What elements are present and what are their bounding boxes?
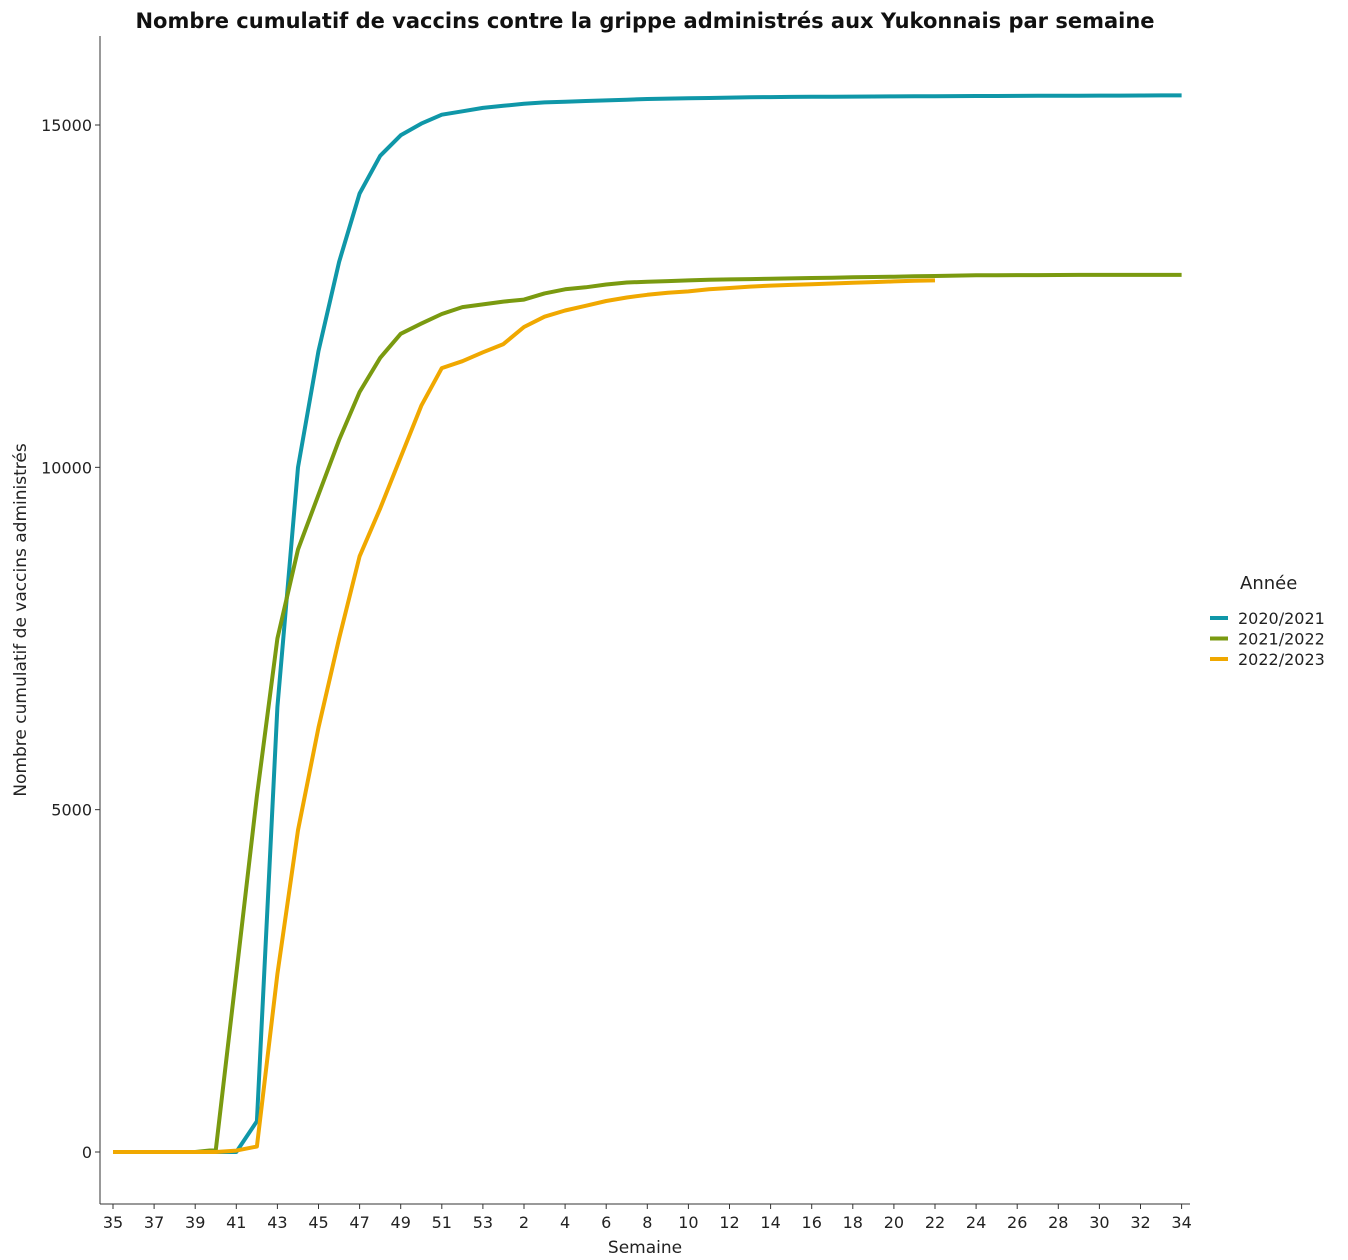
x-tick-label: 47 — [349, 1213, 369, 1232]
x-tick-label: 37 — [144, 1213, 164, 1232]
series-line-2020-2021 — [113, 93, 1182, 1154]
x-tick-label: 20 — [884, 1213, 904, 1232]
y-tick-label: 10000 — [41, 458, 92, 477]
x-tick-label: 53 — [473, 1213, 493, 1232]
plot-area — [113, 93, 1182, 1154]
legend-label: 2022/2023 — [1238, 650, 1325, 669]
x-tick-label: 49 — [391, 1213, 411, 1232]
x-tick-label: 41 — [226, 1213, 246, 1232]
y-axis-title: Nombre cumulatif de vaccins administrés — [11, 443, 31, 796]
y-tick-label: 0 — [82, 1143, 92, 1162]
x-tick-label: 51 — [432, 1213, 452, 1232]
x-tick-label: 39 — [185, 1213, 205, 1232]
x-tick-label: 34 — [1171, 1213, 1191, 1232]
x-tick-label: 2 — [519, 1213, 529, 1232]
legend-title: Année — [1240, 573, 1297, 594]
x-tick-label: 43 — [267, 1213, 287, 1232]
x-tick-label: 28 — [1048, 1213, 1068, 1232]
x-tick-label: 22 — [925, 1213, 945, 1232]
legend-label: 2020/2021 — [1238, 609, 1325, 628]
x-tick-label: 4 — [560, 1213, 570, 1232]
x-tick-label: 18 — [843, 1213, 863, 1232]
legend-label: 2021/2022 — [1238, 630, 1325, 649]
x-tick-label: 45 — [308, 1213, 328, 1232]
y-tick-label: 5000 — [51, 801, 92, 820]
x-tick-label: 30 — [1089, 1213, 1109, 1232]
x-tick-label: 32 — [1130, 1213, 1150, 1232]
x-axis-title: Semaine — [608, 1238, 682, 1258]
series-line-2022-2023 — [113, 278, 936, 1154]
x-tick-label: 26 — [1007, 1213, 1027, 1232]
x-axis: 35 37 39 41 43 45 47 49 51 53 2 4 6 8 10 12 14 16 18 20 22 24… — [100, 1203, 1192, 1232]
x-tick-label: 12 — [719, 1213, 739, 1232]
x-tick-label: 24 — [966, 1213, 986, 1232]
x-tick-label: 10 — [678, 1213, 698, 1232]
y-tick-label: 15000 — [41, 116, 92, 135]
x-tick-label: 35 — [103, 1213, 123, 1232]
x-tick-label: 6 — [601, 1213, 611, 1232]
y-axis: 0 5000 10000 15000 — [41, 36, 101, 1204]
x-tick-label: 14 — [760, 1213, 780, 1232]
x-tick-label: 8 — [642, 1213, 652, 1232]
chart-title: Nombre cumulatif de vaccins contre la gr… — [135, 9, 1154, 33]
series-line-2021-2022 — [113, 272, 1182, 1154]
x-tick-label: 16 — [802, 1213, 822, 1232]
